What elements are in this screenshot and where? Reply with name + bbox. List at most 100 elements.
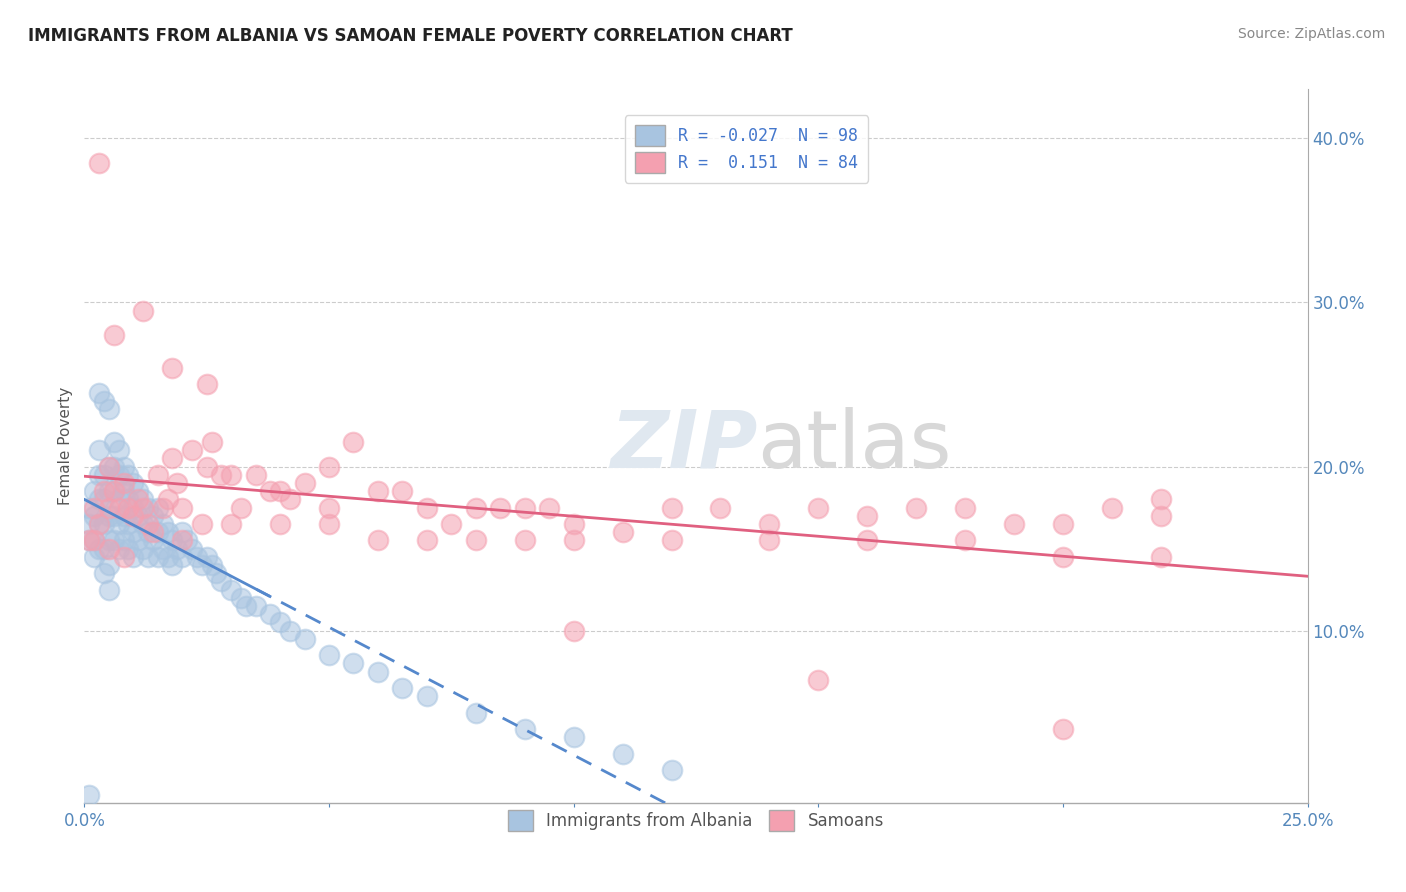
Point (136, 516, 159, 531)
Point (1002, 516, 1025, 531)
Point (513, 722, 536, 736)
Point (219, 582, 242, 597)
Point (103, 484, 125, 499)
Point (367, 484, 389, 499)
Point (93, 541, 115, 556)
Point (107, 516, 129, 531)
Point (97, 459, 120, 474)
Point (93, 484, 115, 499)
Point (278, 492, 301, 507)
Point (269, 484, 291, 499)
Point (318, 500, 340, 515)
Point (112, 508, 135, 523)
Point (259, 607, 281, 622)
Point (146, 549, 169, 564)
Point (195, 377, 218, 392)
Point (172, 500, 194, 515)
Point (127, 484, 149, 499)
Point (172, 533, 194, 548)
Point (209, 574, 232, 589)
Point (269, 516, 291, 531)
Point (142, 508, 165, 523)
Point (97, 541, 120, 556)
Point (416, 689, 439, 703)
Point (905, 500, 928, 515)
Point (1150, 492, 1173, 507)
Point (489, 500, 512, 515)
Point (87, 443, 110, 458)
Point (318, 648, 340, 662)
Point (562, 516, 585, 531)
Point (416, 500, 439, 515)
Point (117, 516, 139, 531)
Point (294, 632, 316, 646)
Text: atlas: atlas (758, 407, 952, 485)
Point (538, 500, 561, 515)
Point (132, 541, 155, 556)
Point (195, 459, 218, 474)
Point (661, 533, 683, 548)
Point (83, 500, 105, 515)
Point (103, 328, 125, 343)
Point (269, 615, 291, 630)
Point (112, 475, 135, 490)
Point (181, 541, 204, 556)
Point (219, 467, 242, 482)
Point (93, 393, 115, 408)
Point (186, 549, 208, 564)
Point (162, 451, 184, 466)
Point (156, 492, 179, 507)
Point (1052, 516, 1074, 531)
Point (156, 525, 179, 540)
Point (83, 533, 105, 548)
Point (152, 541, 174, 556)
Point (146, 525, 169, 540)
Point (219, 516, 242, 531)
Point (235, 599, 257, 613)
Point (107, 467, 129, 482)
Point (367, 665, 389, 679)
Point (97, 533, 120, 548)
Point (77, 533, 100, 548)
Point (191, 516, 214, 531)
Point (117, 541, 139, 556)
Point (162, 533, 184, 548)
Point (166, 475, 188, 490)
Point (77, 533, 100, 548)
Point (97, 500, 120, 515)
Point (132, 516, 155, 531)
Point (181, 443, 204, 458)
Point (152, 500, 174, 515)
Point (367, 533, 389, 548)
Point (97, 558, 120, 572)
Point (612, 747, 634, 761)
Point (562, 730, 585, 744)
Point (122, 475, 145, 490)
Point (103, 508, 125, 523)
Point (953, 533, 976, 548)
Point (661, 500, 683, 515)
Point (127, 508, 149, 523)
Point (83, 508, 105, 523)
Point (416, 533, 439, 548)
Point (132, 500, 155, 515)
Text: ZIP: ZIP (610, 407, 758, 485)
Point (191, 558, 214, 572)
Point (162, 558, 184, 572)
Point (87, 492, 110, 507)
Point (112, 549, 135, 564)
Point (205, 566, 228, 581)
Point (1101, 500, 1123, 515)
Point (87, 516, 110, 531)
Point (278, 624, 301, 638)
Point (117, 467, 139, 482)
Point (136, 549, 159, 564)
Point (200, 434, 222, 449)
Point (1052, 549, 1074, 564)
Point (136, 500, 159, 515)
Point (953, 500, 976, 515)
Point (122, 508, 145, 523)
Point (117, 500, 139, 515)
Point (122, 525, 145, 540)
Point (294, 475, 316, 490)
